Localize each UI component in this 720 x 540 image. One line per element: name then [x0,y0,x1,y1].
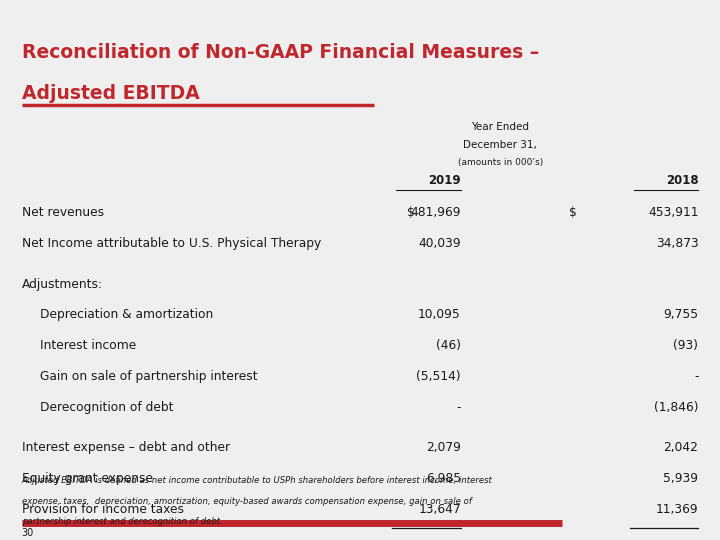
Text: -: - [456,401,461,414]
Text: Adjusted EBITDA is defined as net income contributable to USPh shareholders befo: Adjusted EBITDA is defined as net income… [22,476,492,485]
Text: 5,939: 5,939 [663,472,698,485]
Text: 13,647: 13,647 [418,503,461,516]
Text: Interest expense – debt and other: Interest expense – debt and other [22,441,230,454]
Text: 2019: 2019 [428,174,461,187]
Text: Net Income attributable to U.S. Physical Therapy: Net Income attributable to U.S. Physical… [22,237,321,250]
Text: Interest income: Interest income [40,339,136,352]
Text: (1,846): (1,846) [654,401,698,414]
Text: 30: 30 [22,528,34,538]
Text: $: $ [569,206,577,219]
Text: 2,042: 2,042 [664,441,698,454]
Text: 11,369: 11,369 [656,503,698,516]
Text: (93): (93) [673,339,698,352]
Text: 9,755: 9,755 [663,308,698,321]
Text: 481,969: 481,969 [410,206,461,219]
Text: 2018: 2018 [666,174,698,187]
Text: 40,039: 40,039 [418,237,461,250]
Text: 10,095: 10,095 [418,308,461,321]
Text: 2,079: 2,079 [426,441,461,454]
Text: $: $ [407,206,415,219]
Text: Depreciation & amortization: Depreciation & amortization [40,308,213,321]
Text: 34,873: 34,873 [656,237,698,250]
Text: Gain on sale of partnership interest: Gain on sale of partnership interest [40,370,257,383]
Text: 6,985: 6,985 [426,472,461,485]
Text: partnership interest and derecognition of debt.: partnership interest and derecognition o… [22,517,222,526]
Text: (5,514): (5,514) [416,370,461,383]
Text: 453,911: 453,911 [648,206,698,219]
Text: -: - [694,370,698,383]
Text: Net revenues: Net revenues [22,206,104,219]
Text: December 31,: December 31, [464,140,537,151]
Text: Adjusted EBITDA: Adjusted EBITDA [22,84,199,103]
Text: Derecognition of debt: Derecognition of debt [40,401,173,414]
Text: Equity grant expense: Equity grant expense [22,472,153,485]
Text: expense, taxes,  depreciation, amortization, equity-based awards compensation ex: expense, taxes, depreciation, amortizati… [22,497,472,506]
Text: (46): (46) [436,339,461,352]
Text: (amounts in 000’s): (amounts in 000’s) [458,158,543,167]
Text: Year Ended: Year Ended [472,122,529,132]
Text: Reconciliation of Non-GAAP Financial Measures –: Reconciliation of Non-GAAP Financial Mea… [22,43,539,62]
Text: Adjustments:: Adjustments: [22,278,102,291]
Text: Provision for income taxes: Provision for income taxes [22,503,184,516]
